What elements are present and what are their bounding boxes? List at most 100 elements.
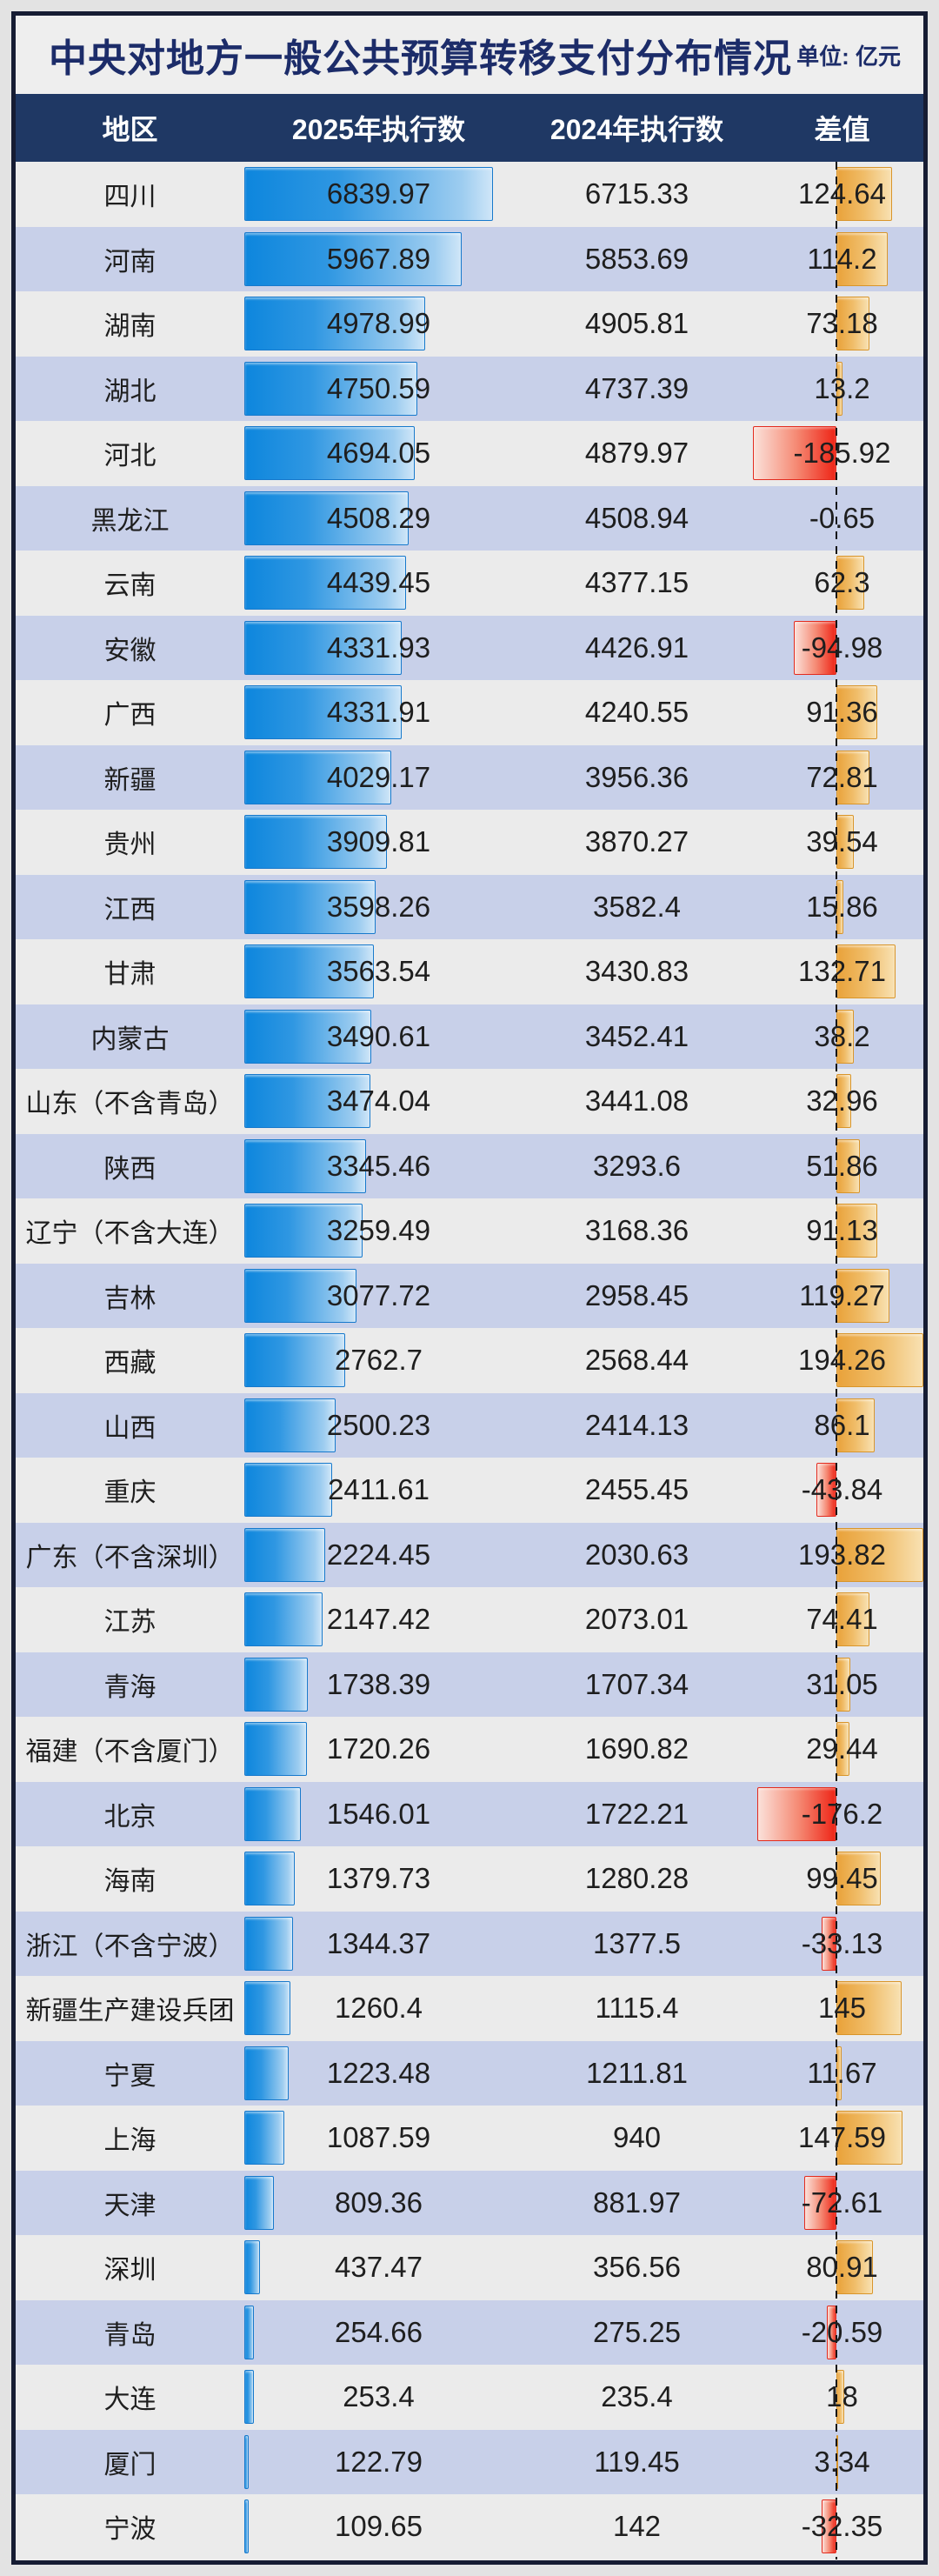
bar-2025 — [244, 491, 409, 545]
value-2025-cell: 5967.89 — [326, 242, 431, 275]
value-2024-cell: 4737.39 — [584, 371, 689, 404]
value-2025-cell: 1546.01 — [326, 1797, 431, 1830]
value-2025-cell: 3077.72 — [326, 1278, 431, 1311]
diff-cell: 51.86 — [806, 1149, 878, 1182]
diff-cell: 145 — [817, 1992, 867, 2025]
value-2024-cell: 940 — [612, 2121, 662, 2154]
value-2025-cell: 3345.46 — [326, 1149, 431, 1182]
table-header: 地区 2025年执行数 2024年执行数 差值 — [16, 94, 923, 162]
value-2024-cell: 1280.28 — [584, 1862, 689, 1895]
value-2025-cell: 3909.81 — [326, 825, 431, 858]
value-2024-cell: 2568.44 — [584, 1344, 689, 1377]
value-2024-cell: 1707.34 — [584, 1667, 689, 1700]
diff-cell: 18 — [826, 2380, 858, 2413]
value-2024-cell: 3168.36 — [584, 1214, 689, 1247]
bar-2025 — [244, 1138, 366, 1193]
value-2025-cell: 2500.23 — [326, 1408, 431, 1441]
diff-cell: 91.13 — [806, 1214, 878, 1247]
value-2024-cell: 1722.21 — [584, 1797, 689, 1830]
diff-cell: 99.45 — [806, 1862, 878, 1895]
value-2025-cell: 4029.17 — [326, 760, 431, 793]
value-2025-cell: 254.66 — [335, 2315, 423, 2348]
diff-cell: -0.65 — [809, 501, 876, 534]
region-cell: 厦门 — [103, 2450, 156, 2479]
bar-2025 — [244, 556, 406, 611]
table-row: 陕西 3345.46 3293.6 51.86 — [16, 1133, 923, 1198]
value-2024-cell: 5853.69 — [584, 242, 689, 275]
bar-diff-positive — [836, 2240, 873, 2295]
table-row: 吉林 3077.72 2958.45 119.27 — [16, 1263, 923, 1328]
table-body: 四川 6839.97 6715.33 124.64 河南 5967.89 5853.69 11… — [16, 162, 923, 2559]
region-cell: 吉林 — [103, 1284, 156, 1313]
bar-2025 — [244, 1463, 332, 1518]
diff-cell: 11.67 — [807, 2056, 877, 2089]
diff-cell: 74.41 — [806, 1603, 878, 1636]
bar-2025 — [244, 1981, 290, 2036]
value-2024-cell: 2414.13 — [584, 1408, 689, 1441]
diff-cell: 29.44 — [806, 1732, 878, 1765]
value-2025-cell: 4750.59 — [326, 371, 431, 404]
bar-diff-negative — [794, 620, 836, 675]
bar-2025 — [244, 426, 416, 481]
value-2025-cell: 3598.26 — [326, 890, 431, 923]
bar-diff-positive — [836, 167, 893, 222]
value-2025-cell: 2762.7 — [335, 1344, 423, 1377]
value-2024-cell: 1377.5 — [593, 1926, 681, 1959]
table-row: 河南 5967.89 5853.69 114.2 — [16, 226, 923, 291]
value-2024-cell: 356.56 — [593, 2251, 681, 2284]
value-2024-cell: 119.45 — [594, 2445, 680, 2478]
table-row: 大连 253.4 235.4 18 — [16, 2365, 923, 2430]
diff-cell: 72.81 — [806, 760, 878, 793]
region-cell: 河南 — [103, 247, 156, 277]
bar-diff-positive — [836, 944, 896, 999]
region-cell: 上海 — [103, 2126, 156, 2156]
region-cell: 山西 — [103, 1413, 156, 1443]
region-cell: 重庆 — [103, 1478, 156, 1508]
header-2024: 2024年执行数 — [549, 114, 724, 145]
value-2025-cell: 4331.93 — [326, 631, 431, 664]
table-row: 西藏 2762.7 2568.44 194.26 — [16, 1328, 923, 1393]
value-2025-cell: 1087.59 — [326, 2121, 431, 2154]
value-2024-cell: 4377.15 — [584, 566, 689, 599]
region-cell: 甘肃 — [103, 960, 156, 990]
region-cell: 青岛 — [103, 2320, 156, 2350]
table-row: 河北 4694.05 4879.97 -185.92 — [16, 421, 923, 486]
region-cell: 黑龙江 — [90, 506, 170, 536]
title-bar: 中央对地方一般公共预算转移支付分布情况 单位: 亿元 — [16, 16, 923, 94]
value-2025-cell: 253.4 — [343, 2380, 415, 2413]
region-cell: 山东（不含青岛） — [25, 1090, 235, 1119]
bar-2025 — [244, 1786, 301, 1841]
value-2025-cell: 2224.45 — [326, 1538, 431, 1571]
diff-cell: 119.27 — [799, 1278, 885, 1311]
diff-cell: 3.34 — [814, 2445, 870, 2478]
bar-diff-negative — [803, 2175, 836, 2230]
bar-2025 — [244, 1527, 325, 1582]
diff-cell: -94.98 — [801, 631, 883, 664]
value-2025-cell: 122.79 — [335, 2445, 423, 2478]
value-2024-cell: 2030.63 — [584, 1538, 689, 1571]
bar-2025 — [244, 2240, 261, 2295]
region-cell: 四川 — [103, 183, 156, 212]
value-2024-cell: 1690.82 — [584, 1732, 689, 1765]
table-row: 浙江（不含宁波） 1344.37 1377.5 -33.13 — [16, 1911, 923, 1976]
value-2024-cell: 3582.4 — [593, 890, 681, 923]
table-row: 广西 4331.91 4240.55 91.36 — [16, 680, 923, 745]
value-2025-cell: 3563.54 — [326, 955, 431, 988]
diff-cell: 39.54 — [806, 825, 878, 858]
bar-2025 — [244, 1204, 363, 1258]
bar-diff-positive — [836, 750, 869, 804]
value-2024-cell: 4426.91 — [584, 631, 689, 664]
table-row: 湖北 4750.59 4737.39 13.2 — [16, 356, 923, 421]
value-2024-cell: 4508.94 — [584, 501, 689, 534]
bar-diff-positive — [836, 2111, 902, 2166]
bar-2025 — [244, 361, 417, 416]
region-cell: 西藏 — [103, 1349, 156, 1378]
value-2024-cell: 2958.45 — [584, 1278, 689, 1311]
diff-cell: 86.1 — [814, 1408, 870, 1441]
bar-2025 — [244, 231, 462, 286]
region-cell: 贵州 — [103, 831, 156, 860]
diff-cell: 114.2 — [807, 242, 877, 275]
diff-cell: 124.64 — [798, 177, 886, 210]
table-row: 云南 4439.45 4377.15 62.3 — [16, 551, 923, 616]
region-cell: 新疆 — [103, 765, 156, 795]
